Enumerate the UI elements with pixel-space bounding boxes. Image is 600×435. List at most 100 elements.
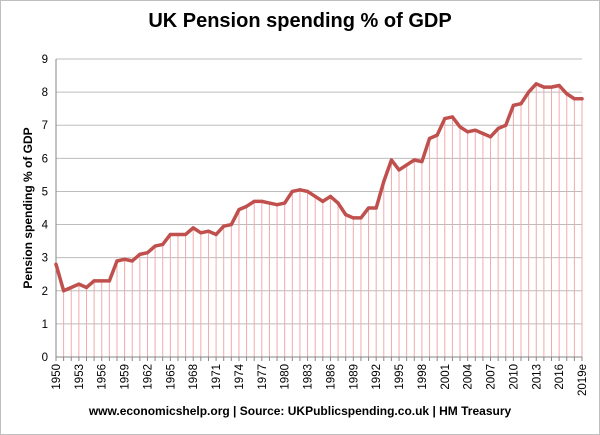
- data-point: [77, 282, 81, 286]
- data-point: [580, 97, 584, 101]
- data-point: [572, 97, 576, 101]
- source-note: www.economicshelp.org | Source: UKPublic…: [88, 404, 512, 418]
- x-tick-label: 1962: [142, 364, 154, 390]
- data-point: [481, 131, 485, 136]
- y-tick-label: 7: [42, 120, 48, 132]
- data-point: [62, 289, 66, 293]
- data-point: [237, 208, 241, 212]
- data-point: [389, 158, 394, 162]
- data-point: [69, 285, 73, 290]
- data-point: [176, 232, 180, 237]
- data-point: [359, 216, 363, 220]
- data-point: [366, 206, 371, 210]
- data-point: [382, 179, 386, 184]
- data-point: [374, 206, 378, 210]
- data-point: [351, 216, 355, 220]
- data-point: [321, 199, 325, 203]
- data-point: [405, 163, 409, 167]
- x-tick-label: 1983: [303, 364, 315, 390]
- x-tick-label: 1995: [394, 364, 406, 390]
- data-point: [458, 125, 462, 129]
- data-point: [191, 226, 195, 230]
- x-tick-label: 2013: [531, 364, 543, 390]
- chart-title: UK Pension spending % of GDP: [148, 10, 452, 32]
- gridlines: [56, 58, 582, 358]
- x-tick-label: 2016: [554, 364, 566, 390]
- data-point: [488, 135, 493, 139]
- data-point: [275, 203, 279, 207]
- data-point: [344, 213, 348, 217]
- data-point: [496, 126, 500, 131]
- data-point: [199, 231, 203, 235]
- x-tick-label: 1989: [348, 364, 360, 390]
- data-point: [145, 251, 150, 255]
- y-tick-label: 2: [42, 286, 48, 298]
- data-point: [557, 83, 561, 88]
- y-tick-label: 4: [42, 220, 49, 232]
- x-tick-label: 1992: [371, 364, 383, 390]
- data-point: [427, 136, 432, 141]
- data-point: [473, 128, 477, 132]
- data-point: [542, 85, 546, 89]
- x-tick-label: 1971: [211, 364, 223, 390]
- data-point: [534, 82, 538, 86]
- data-point: [183, 232, 188, 237]
- data-point: [519, 102, 523, 106]
- data-point: [443, 117, 447, 121]
- data-point: [267, 201, 272, 205]
- x-tick-label: 1977: [257, 364, 269, 390]
- x-tick-label: 1953: [74, 364, 86, 390]
- data-point: [450, 115, 455, 119]
- y-tick-label: 8: [42, 87, 48, 99]
- data-point: [214, 232, 218, 237]
- x-tick-label: 1950: [51, 364, 63, 390]
- data-point: [549, 85, 554, 89]
- data-point: [527, 90, 531, 94]
- data-point: [260, 199, 264, 203]
- x-tick-label: 1956: [97, 364, 109, 390]
- data-point: [115, 259, 119, 263]
- data-point: [565, 92, 569, 96]
- x-tick-label: 1998: [417, 364, 429, 390]
- y-tick-label: 6: [42, 153, 48, 165]
- y-tick-label: 1: [42, 319, 48, 331]
- x-tick-label: 1980: [280, 364, 292, 390]
- data-point: [466, 130, 470, 134]
- series-line: [54, 82, 584, 293]
- x-tick-labels: 1950 1953 1956 1959 1962 1965 1968 1971 1974 1977…: [51, 363, 589, 396]
- data-point: [84, 285, 89, 290]
- data-point: [92, 279, 96, 283]
- x-tick-label: 1959: [120, 364, 132, 390]
- data-point: [123, 257, 127, 261]
- data-point: [130, 259, 134, 263]
- data-point: [504, 123, 508, 127]
- data-point: [222, 224, 226, 228]
- data-point: [168, 232, 172, 237]
- x-tick-label: 1965: [165, 364, 177, 390]
- data-point: [313, 194, 317, 199]
- data-point: [153, 244, 157, 248]
- drop-lines: [55, 83, 583, 357]
- data-point: [305, 189, 310, 194]
- x-tick-label: 2007: [486, 364, 498, 390]
- series-group: [54, 82, 584, 293]
- data-point: [420, 160, 424, 164]
- x-tick-label: 1986: [325, 364, 337, 390]
- data-point: [336, 201, 340, 205]
- data-point: [283, 201, 287, 205]
- data-point: [511, 103, 515, 107]
- y-tick-label: 9: [42, 54, 48, 66]
- x-tick-label: 2001: [440, 364, 452, 390]
- x-tick-label: 2004: [463, 363, 475, 389]
- data-point: [100, 279, 104, 283]
- x-tick-label: 1968: [188, 364, 200, 390]
- data-point: [161, 242, 165, 247]
- data-point: [229, 222, 233, 227]
- data-point: [206, 229, 211, 233]
- data-point: [412, 158, 416, 162]
- data-point: [107, 279, 111, 283]
- x-tick-label: 2019e: [577, 364, 589, 396]
- data-point: [435, 133, 439, 137]
- data-point: [328, 194, 333, 199]
